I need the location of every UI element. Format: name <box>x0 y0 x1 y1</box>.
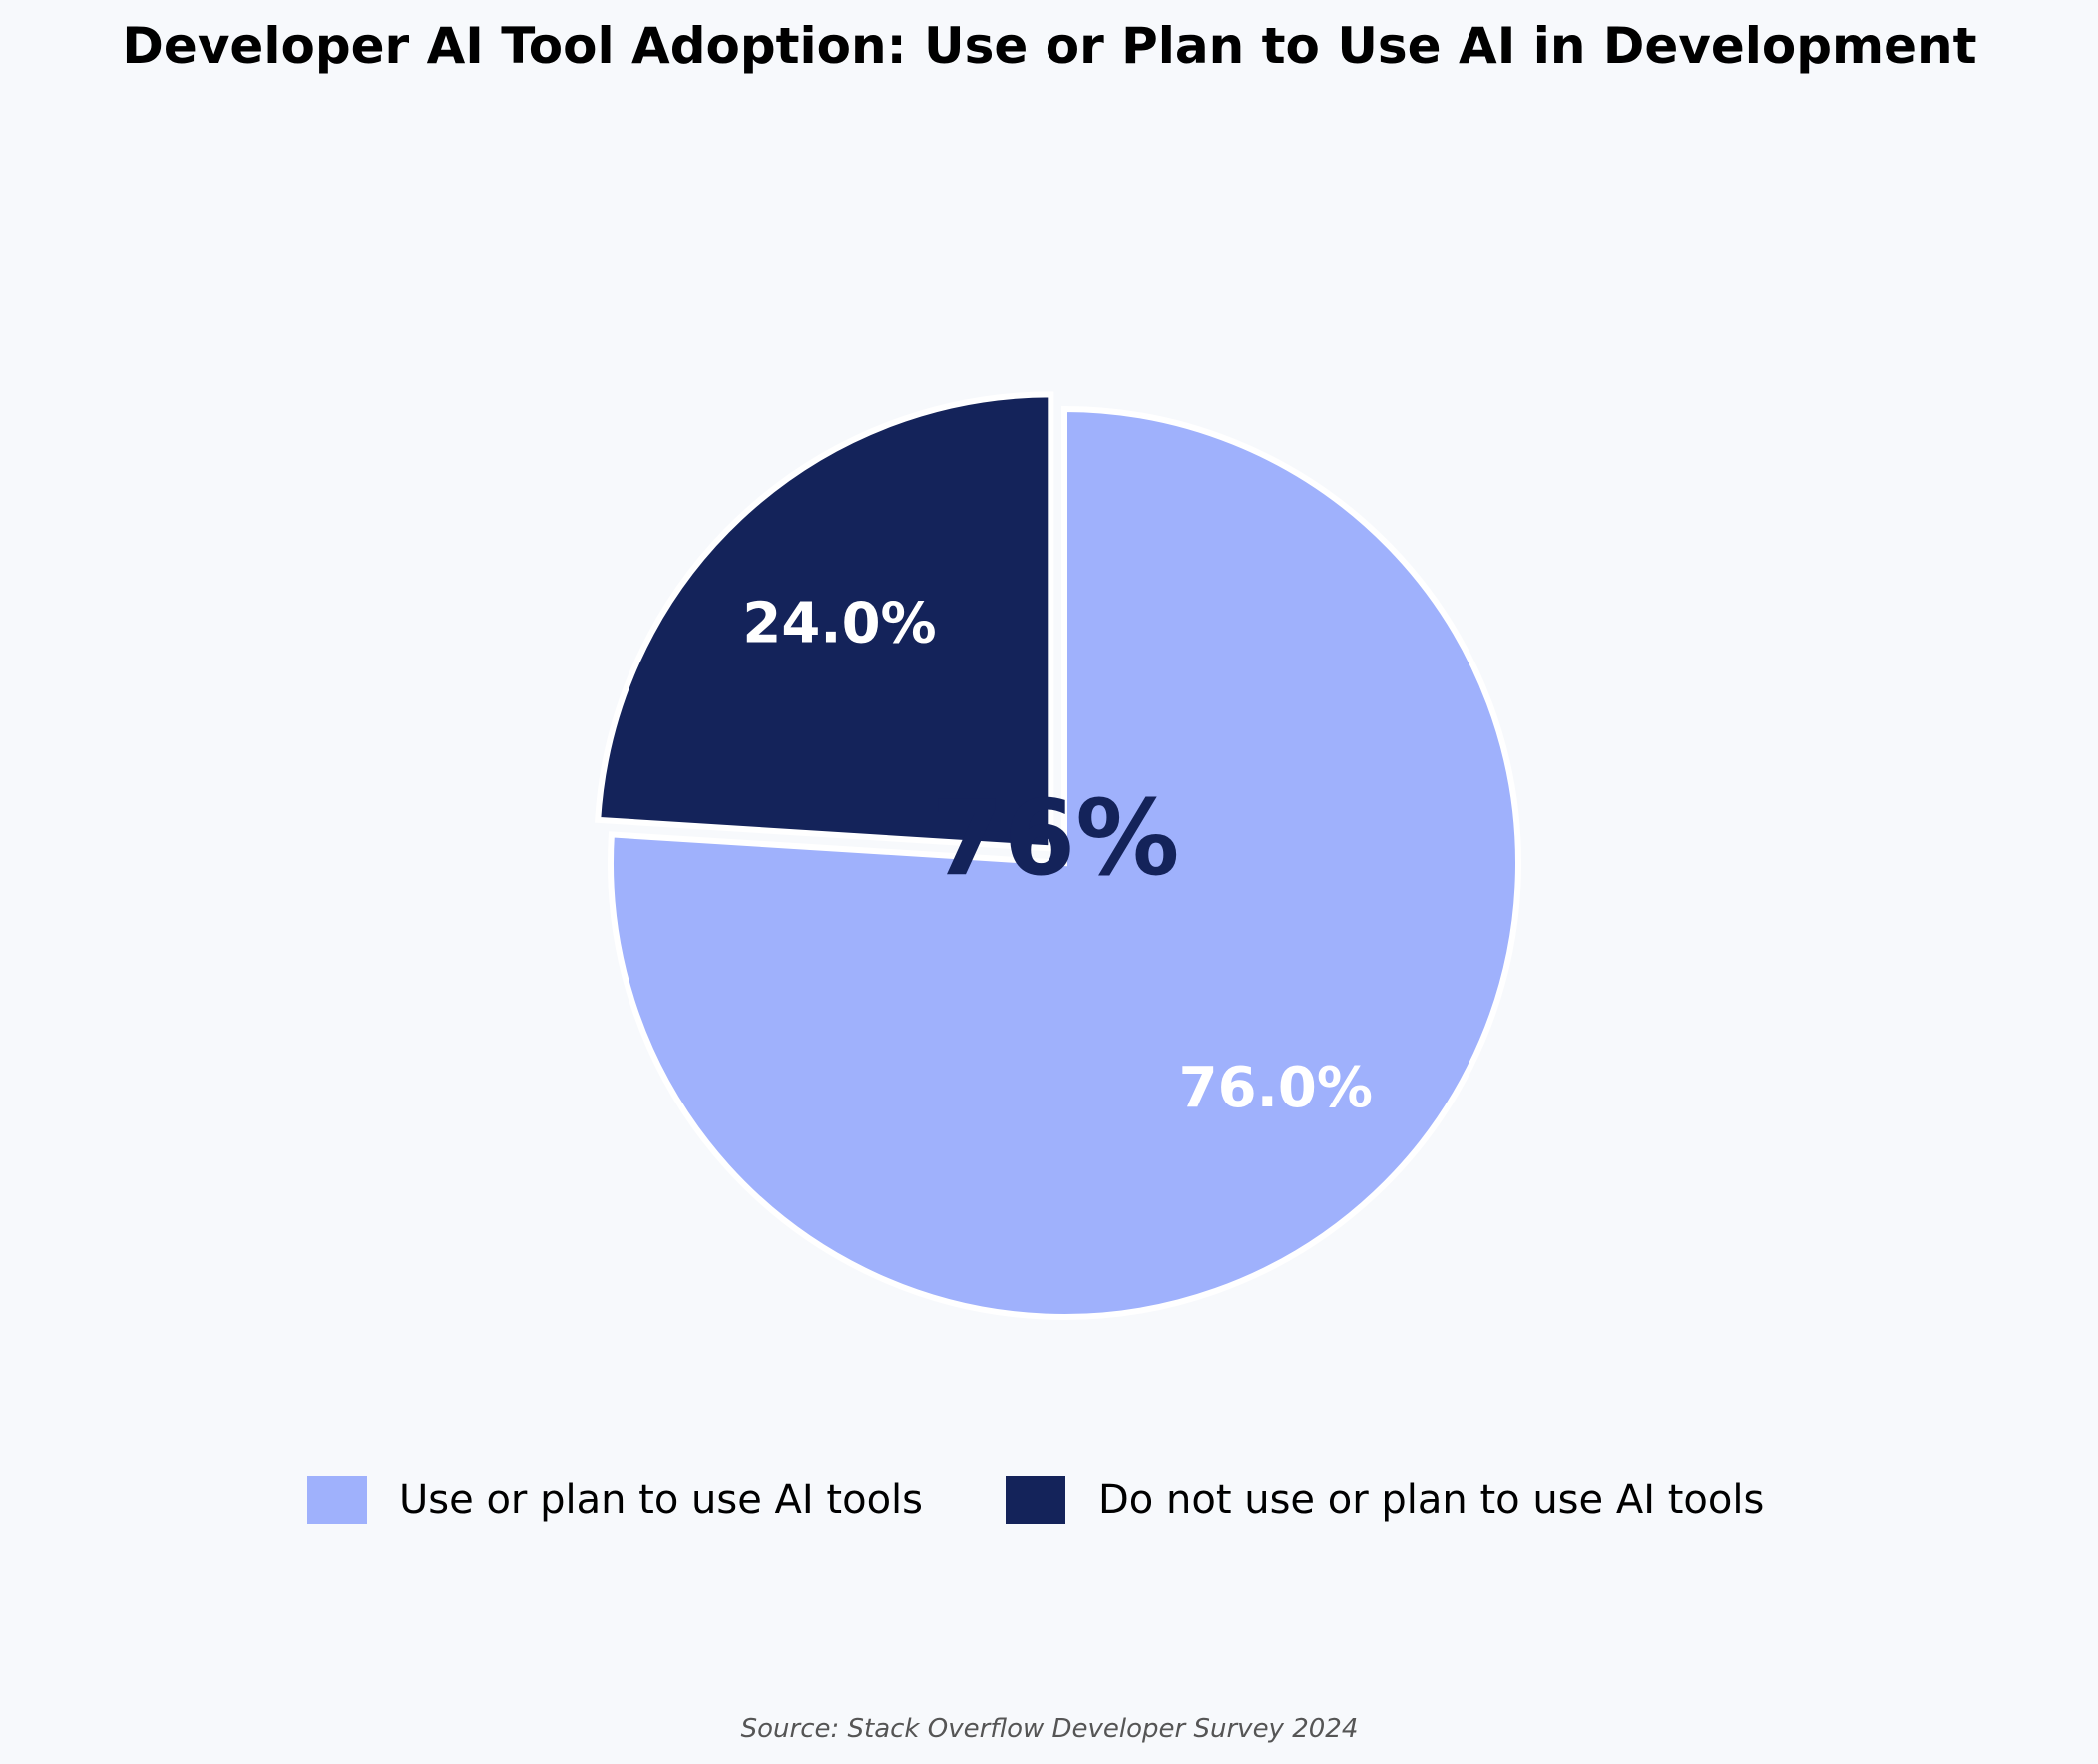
legend-label: Use or plan to use AI tools <box>399 1477 923 1523</box>
legend-swatch <box>1006 1476 1065 1524</box>
slice-value-label: 24.0% <box>742 591 936 656</box>
chart-title: Developer AI Tool Adoption: Use or Plan … <box>122 17 1976 75</box>
legend: Use or plan to use AI tools Do not use or… <box>307 1476 1764 1524</box>
center-label: 76% <box>932 777 1180 899</box>
legend-label: Do not use or plan to use AI tools <box>1098 1477 1764 1523</box>
source-note: Source: Stack Overflow Developer Survey … <box>741 1714 1359 1744</box>
slice-value-label: 76.0% <box>1179 1056 1373 1120</box>
pie <box>595 391 1521 1320</box>
slice-labels: 76.0% 24.0% <box>742 591 1373 1120</box>
pie-slice <box>608 405 1521 1320</box>
pie-slice <box>595 391 1054 852</box>
legend-swatch <box>307 1476 367 1524</box>
